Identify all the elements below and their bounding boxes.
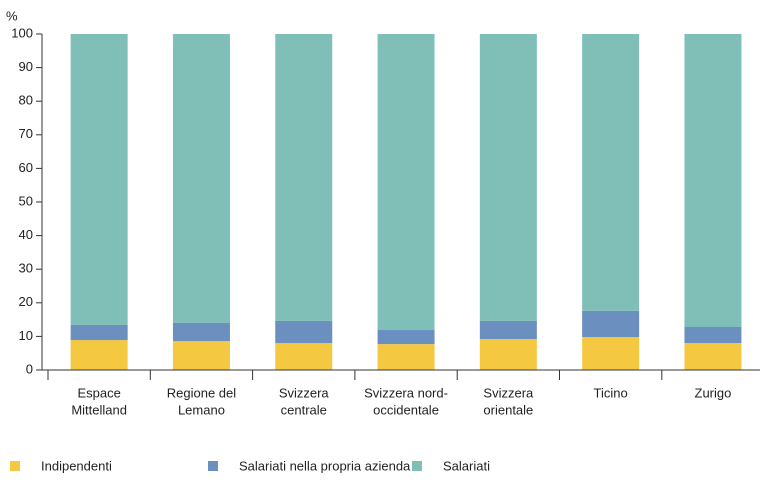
x-tick-label: Ticino bbox=[594, 385, 628, 400]
bar-segment bbox=[377, 344, 435, 370]
y-tick-label: 0 bbox=[26, 361, 33, 376]
bar-segment bbox=[172, 341, 230, 370]
y-tick-label: 20 bbox=[19, 294, 33, 309]
y-tick-label: 90 bbox=[19, 59, 33, 74]
y-tick-label: 50 bbox=[19, 193, 33, 208]
bar-segment bbox=[70, 34, 128, 325]
bar-segment bbox=[377, 330, 435, 345]
bar-segment bbox=[479, 339, 537, 370]
x-tick-label: Mittelland bbox=[71, 402, 127, 417]
legend-label: Indipendenti bbox=[41, 458, 112, 473]
bar-segment bbox=[172, 34, 230, 323]
bar-segment bbox=[582, 310, 640, 338]
legend-swatch bbox=[10, 461, 20, 471]
y-tick-label: 40 bbox=[19, 227, 33, 242]
x-tick-label: Regione del bbox=[167, 385, 236, 400]
y-tick-label: 70 bbox=[19, 126, 33, 141]
bar-segment bbox=[582, 34, 640, 311]
x-tick-label: Zurigo bbox=[695, 385, 732, 400]
bar-segment bbox=[70, 340, 128, 370]
x-tick-label: Espace bbox=[77, 385, 120, 400]
bar-segment bbox=[275, 343, 333, 370]
y-tick-label: 80 bbox=[19, 93, 33, 108]
bar-segment bbox=[582, 337, 640, 370]
bar-segment bbox=[684, 343, 742, 370]
x-tick-label: orientale bbox=[483, 402, 533, 417]
bar-segment bbox=[275, 34, 333, 321]
legend-swatch bbox=[412, 461, 422, 471]
bar-segment bbox=[172, 322, 230, 342]
x-tick-label: Svizzera nord- bbox=[364, 385, 448, 400]
bar-segment bbox=[70, 324, 128, 341]
y-tick-label: 60 bbox=[19, 160, 33, 175]
legend-label: Salariati nella propria azienda bbox=[239, 458, 411, 473]
y-tick-label: 100 bbox=[11, 25, 33, 40]
x-tick-label: occidentale bbox=[373, 402, 439, 417]
bar-segment bbox=[479, 320, 537, 340]
x-tick-label: Svizzera bbox=[483, 385, 534, 400]
bar-segment bbox=[684, 34, 742, 327]
y-tick-label: 30 bbox=[19, 261, 33, 276]
bar-segment bbox=[684, 326, 742, 344]
legend-swatch bbox=[208, 461, 218, 471]
x-tick-label: Lemano bbox=[178, 402, 225, 417]
bar-segment bbox=[275, 320, 333, 344]
y-axis-label: % bbox=[6, 8, 18, 23]
x-tick-label: Svizzera bbox=[279, 385, 330, 400]
y-tick-label: 10 bbox=[19, 328, 33, 343]
legend-label: Salariati bbox=[443, 458, 490, 473]
bar-segment bbox=[479, 34, 537, 321]
x-tick-label: centrale bbox=[281, 402, 327, 417]
bar-segment bbox=[377, 34, 435, 331]
